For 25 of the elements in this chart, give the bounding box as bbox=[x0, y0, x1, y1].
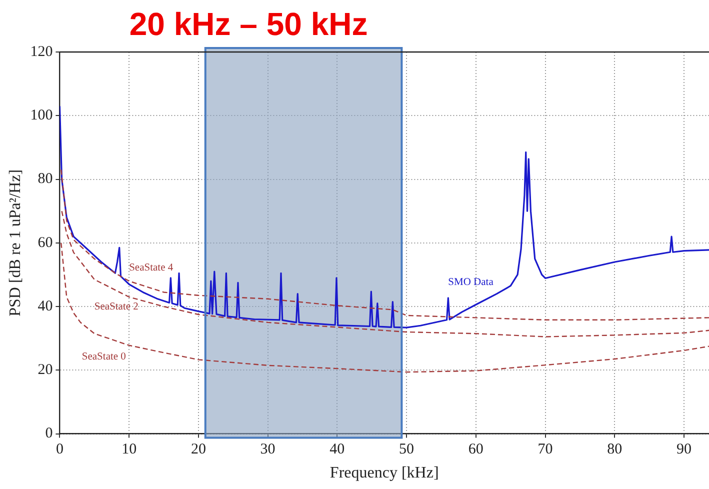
y-tick-label: 40 bbox=[38, 298, 53, 314]
series-label: SeaState 4 bbox=[129, 262, 174, 274]
x-tick-label: 0 bbox=[56, 442, 64, 458]
y-tick-label: 100 bbox=[30, 108, 53, 124]
series-label: SeaState 0 bbox=[82, 352, 126, 363]
y-tick-label: 20 bbox=[38, 362, 53, 378]
series-label: SMO Data bbox=[448, 276, 494, 288]
band-label: 20 kHz – 50 kHz bbox=[129, 6, 368, 42]
y-tick-label: 0 bbox=[45, 426, 53, 442]
y-tick-label: 80 bbox=[38, 171, 53, 188]
x-tick-label: 10 bbox=[122, 442, 137, 458]
x-tick-label: 50 bbox=[399, 442, 414, 458]
y-axis-title: PSD [dB re 1 uPa²/Hz] bbox=[6, 169, 24, 316]
y-tick-label: 60 bbox=[38, 234, 53, 251]
x-tick-label: 60 bbox=[468, 442, 484, 458]
x-axis-title: Frequency [kHz] bbox=[330, 464, 439, 482]
x-tick-label: 80 bbox=[607, 442, 622, 458]
x-tick-label: 20 bbox=[190, 442, 206, 458]
x-tick-label: 30 bbox=[260, 442, 276, 458]
line-series bbox=[60, 242, 709, 373]
x-tick-label: 70 bbox=[538, 442, 553, 458]
x-tick-label: 40 bbox=[330, 442, 345, 458]
x-tick-label: 90 bbox=[676, 442, 692, 458]
y-tick-label: 120 bbox=[30, 44, 53, 60]
series-label: SeaState 2 bbox=[94, 301, 138, 312]
